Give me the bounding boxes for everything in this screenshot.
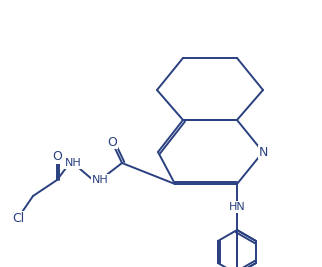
Text: NH: NH (92, 175, 109, 185)
Text: HN: HN (229, 202, 245, 212)
Text: NH: NH (65, 158, 81, 168)
Text: O: O (52, 151, 62, 163)
Text: N: N (258, 146, 268, 159)
Text: O: O (107, 135, 117, 148)
Text: Cl: Cl (12, 211, 24, 225)
